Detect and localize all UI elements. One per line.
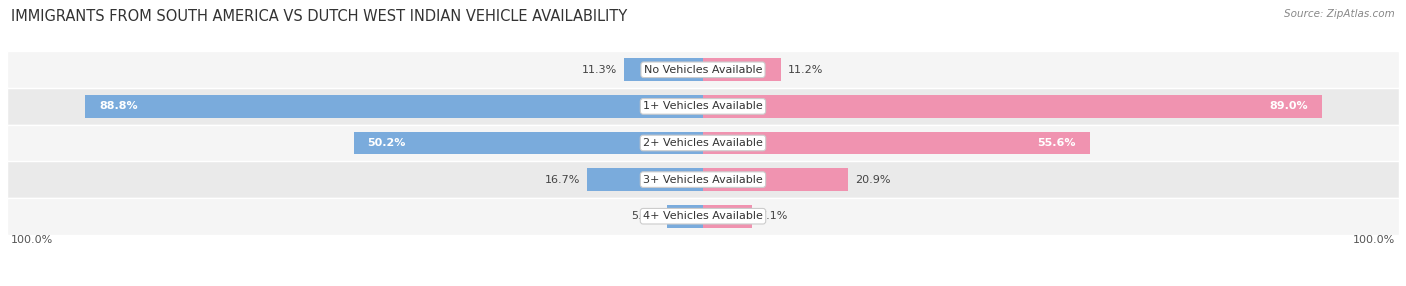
Bar bbox=[703, 205, 752, 228]
Bar bbox=[7, 125, 1399, 161]
Bar bbox=[7, 51, 1399, 88]
Text: 55.6%: 55.6% bbox=[1038, 138, 1076, 148]
Text: 16.7%: 16.7% bbox=[544, 175, 579, 184]
Text: 4+ Vehicles Available: 4+ Vehicles Available bbox=[643, 211, 763, 221]
Bar bbox=[586, 168, 703, 191]
Bar bbox=[703, 58, 780, 81]
Bar bbox=[624, 58, 703, 81]
Text: 7.1%: 7.1% bbox=[759, 211, 787, 221]
Text: 88.8%: 88.8% bbox=[98, 102, 138, 111]
Bar bbox=[666, 205, 703, 228]
Bar bbox=[703, 168, 848, 191]
Text: 100.0%: 100.0% bbox=[1353, 235, 1396, 245]
Text: 1+ Vehicles Available: 1+ Vehicles Available bbox=[643, 102, 763, 111]
Bar bbox=[354, 132, 703, 154]
Bar bbox=[703, 95, 1323, 118]
Text: 100.0%: 100.0% bbox=[10, 235, 53, 245]
Text: 3+ Vehicles Available: 3+ Vehicles Available bbox=[643, 175, 763, 184]
Text: Source: ZipAtlas.com: Source: ZipAtlas.com bbox=[1284, 9, 1395, 19]
Text: 11.3%: 11.3% bbox=[582, 65, 617, 75]
Text: 11.2%: 11.2% bbox=[787, 65, 824, 75]
Text: No Vehicles Available: No Vehicles Available bbox=[644, 65, 762, 75]
Text: 2+ Vehicles Available: 2+ Vehicles Available bbox=[643, 138, 763, 148]
Bar bbox=[84, 95, 703, 118]
Text: IMMIGRANTS FROM SOUTH AMERICA VS DUTCH WEST INDIAN VEHICLE AVAILABILITY: IMMIGRANTS FROM SOUTH AMERICA VS DUTCH W… bbox=[11, 9, 627, 23]
Bar bbox=[7, 198, 1399, 235]
Bar bbox=[7, 88, 1399, 125]
Bar bbox=[7, 161, 1399, 198]
Text: 20.9%: 20.9% bbox=[855, 175, 891, 184]
Bar bbox=[703, 132, 1090, 154]
Text: 50.2%: 50.2% bbox=[367, 138, 406, 148]
Text: 5.2%: 5.2% bbox=[631, 211, 659, 221]
Text: 89.0%: 89.0% bbox=[1270, 102, 1309, 111]
